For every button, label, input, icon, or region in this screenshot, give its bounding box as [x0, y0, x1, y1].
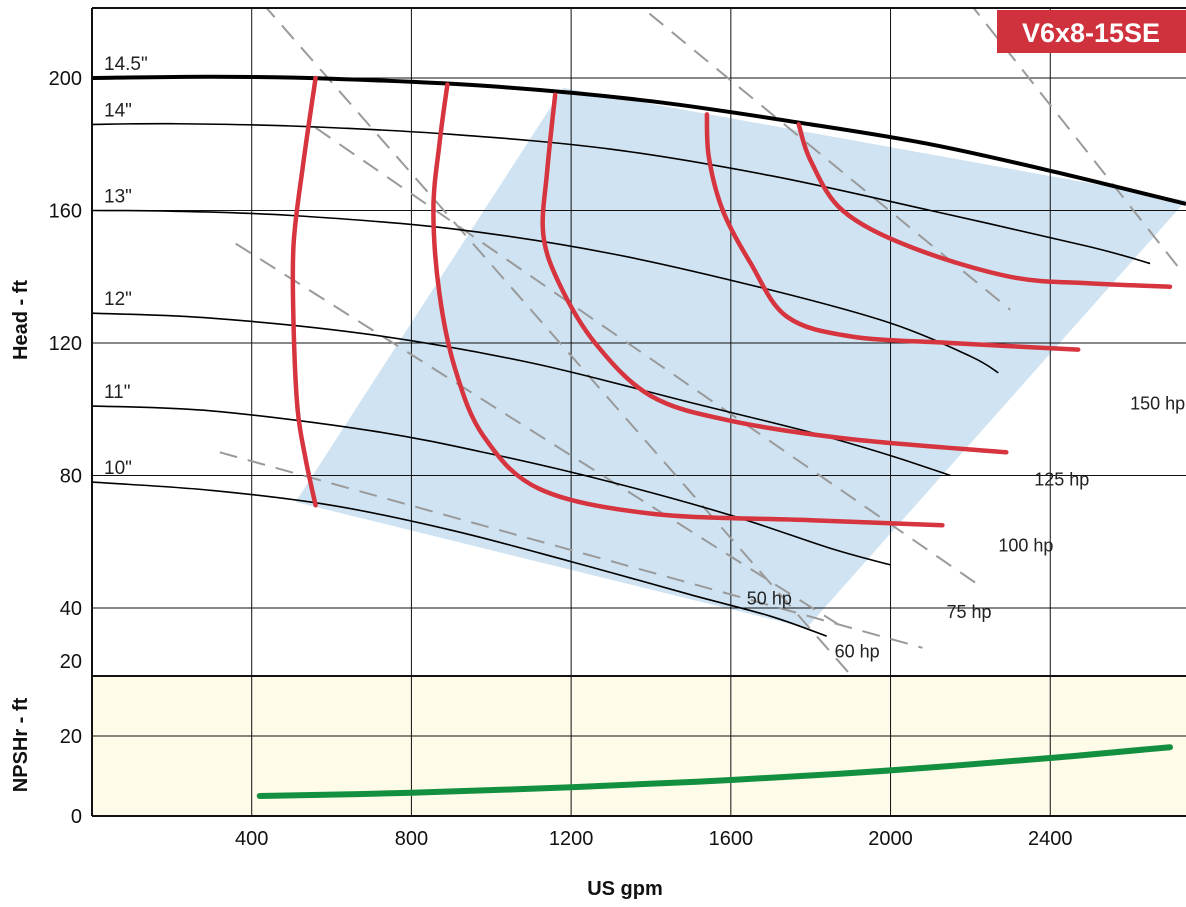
- x-axis-title: US gpm: [587, 878, 663, 900]
- head-panel: [92, 8, 1186, 676]
- efficiency-lines: [219, 8, 1179, 676]
- power-curve-4: [704, 112, 1081, 352]
- impeller-label-4: 12": [104, 289, 132, 310]
- x-tick-labels: 400 800 1200 1600 2000 2400: [235, 828, 1072, 850]
- y-tick-label-160: 160: [49, 201, 82, 223]
- npsh-gridlines: [92, 676, 1186, 816]
- impeller-label-3: 13": [104, 187, 132, 208]
- efficiency-line-3: [219, 451, 923, 649]
- impeller-labels: 14.5" 14" 13" 12" 11" 10": [104, 54, 148, 479]
- preferred-operating-region: [295, 87, 1186, 628]
- y-tick-label-80: 80: [60, 466, 82, 488]
- y-tick-label-40: 40: [60, 598, 82, 620]
- npsh-tick-labels: 0 20: [60, 726, 82, 828]
- y-tick-label-200: 200: [49, 68, 82, 90]
- npsh-panel-background: [92, 676, 1186, 816]
- axes-frame: [91, 7, 1186, 817]
- impeller-label-1: 14.5": [104, 54, 148, 75]
- hp-label-3: 75 hp: [946, 602, 991, 622]
- power-curve-5: [796, 122, 1173, 289]
- x-tick-label-2000: 2000: [868, 828, 913, 850]
- npsh-axis-title: NPSHr - ft: [10, 697, 32, 792]
- npshr-curve: [256, 744, 1173, 799]
- x-tick-label-800: 800: [395, 828, 428, 850]
- efficiency-line-6: [972, 8, 1179, 268]
- x-tick-label-1600: 1600: [709, 828, 754, 850]
- hp-label-1: 50 hp: [747, 589, 792, 609]
- x-tick-label-2400: 2400: [1028, 828, 1073, 850]
- y-tick-label-120: 120: [49, 333, 82, 355]
- power-curve-2: [431, 82, 945, 528]
- impeller-curve-4: [92, 312, 951, 477]
- impeller-curve-5: [92, 405, 891, 566]
- npsh-tick-label-20: 20: [60, 726, 82, 748]
- y-tick-labels: 20 40 80 120 160 200: [49, 68, 82, 673]
- impeller-label-5: 11": [104, 382, 130, 403]
- hp-label-2: 60 hp: [835, 642, 880, 662]
- impeller-curve-2: [92, 122, 1151, 265]
- impeller-curve-3: [92, 209, 999, 374]
- x-tick-label-1200: 1200: [549, 828, 594, 850]
- y-tick-label-20: 20: [60, 651, 82, 673]
- impeller-label-6: 10": [104, 458, 132, 479]
- efficiency-line-1: [265, 8, 853, 676]
- npsh-panel: [92, 676, 1186, 816]
- impeller-curve-1: [92, 74, 1186, 206]
- x-tick-label-400: 400: [235, 828, 268, 850]
- impeller-curve-6: [92, 481, 827, 637]
- model-badge-text: V6x8-15SE: [1022, 18, 1160, 48]
- hp-label-6: 150 hp: [1130, 393, 1185, 413]
- gridlines: [92, 8, 1186, 676]
- efficiency-line-2: [235, 242, 840, 626]
- model-badge-background: [997, 10, 1186, 53]
- hp-label-5: 125 hp: [1034, 469, 1089, 489]
- y-axis-title: Head - ft: [10, 280, 32, 360]
- hp-label-4: 100 hp: [998, 536, 1053, 556]
- power-curve-1: [290, 75, 318, 508]
- power-curves: [290, 75, 1173, 528]
- impeller-curves: [92, 74, 1186, 637]
- impeller-label-2: 14": [104, 100, 132, 121]
- npsh-tick-label-0: 0: [71, 806, 82, 828]
- efficiency-line-5: [641, 8, 1011, 311]
- model-badge: V6x8-15SE: [997, 10, 1186, 53]
- power-curve-3: [540, 92, 1009, 455]
